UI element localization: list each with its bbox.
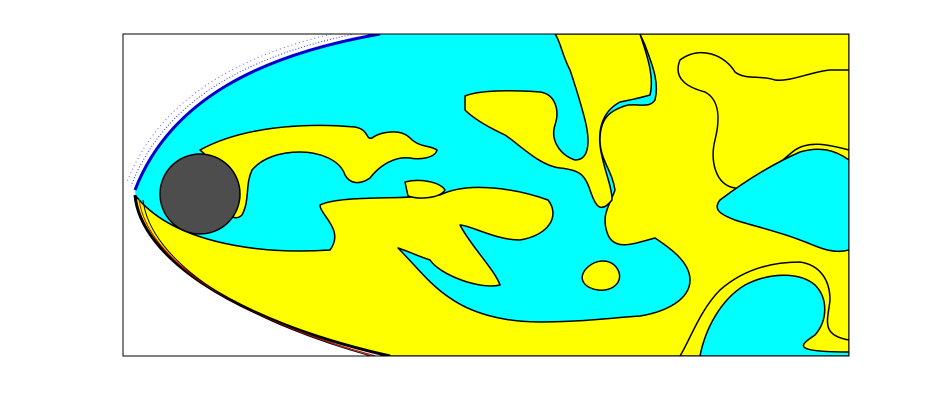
plot-area [126,34,849,356]
lower-bow-shock [133,194,391,356]
body-circle [159,153,241,235]
axes-frame [122,33,850,357]
upper-bow-shock [126,34,381,191]
yellow-region [135,34,849,356]
cyan-islands [699,148,849,356]
